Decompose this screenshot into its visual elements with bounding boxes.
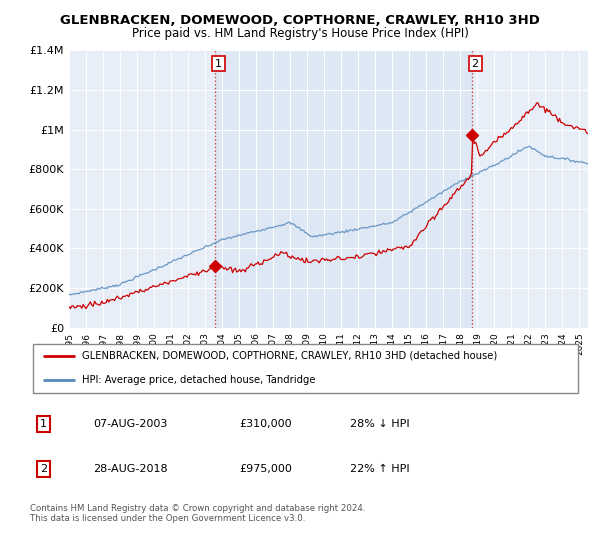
- Text: Price paid vs. HM Land Registry's House Price Index (HPI): Price paid vs. HM Land Registry's House …: [131, 27, 469, 40]
- Text: £975,000: £975,000: [240, 464, 293, 474]
- FancyBboxPatch shape: [33, 344, 578, 393]
- Text: GLENBRACKEN, DOMEWOOD, COPTHORNE, CRAWLEY, RH10 3HD: GLENBRACKEN, DOMEWOOD, COPTHORNE, CRAWLE…: [60, 14, 540, 27]
- Text: 2: 2: [40, 464, 47, 474]
- Text: 28% ↓ HPI: 28% ↓ HPI: [350, 419, 410, 429]
- Text: 22% ↑ HPI: 22% ↑ HPI: [350, 464, 410, 474]
- Bar: [215, 50, 472, 328]
- Text: 07-AUG-2003: 07-AUG-2003: [94, 419, 168, 429]
- Text: GLENBRACKEN, DOMEWOOD, COPTHORNE, CRAWLEY, RH10 3HD (detached house): GLENBRACKEN, DOMEWOOD, COPTHORNE, CRAWLE…: [82, 351, 497, 361]
- Text: 1: 1: [40, 419, 47, 429]
- Text: HPI: Average price, detached house, Tandridge: HPI: Average price, detached house, Tand…: [82, 375, 316, 385]
- Text: 28-AUG-2018: 28-AUG-2018: [94, 464, 168, 474]
- Text: Contains HM Land Registry data © Crown copyright and database right 2024.
This d: Contains HM Land Registry data © Crown c…: [30, 504, 365, 524]
- Text: 1: 1: [215, 59, 222, 69]
- Text: £310,000: £310,000: [240, 419, 292, 429]
- Text: 2: 2: [472, 59, 479, 69]
